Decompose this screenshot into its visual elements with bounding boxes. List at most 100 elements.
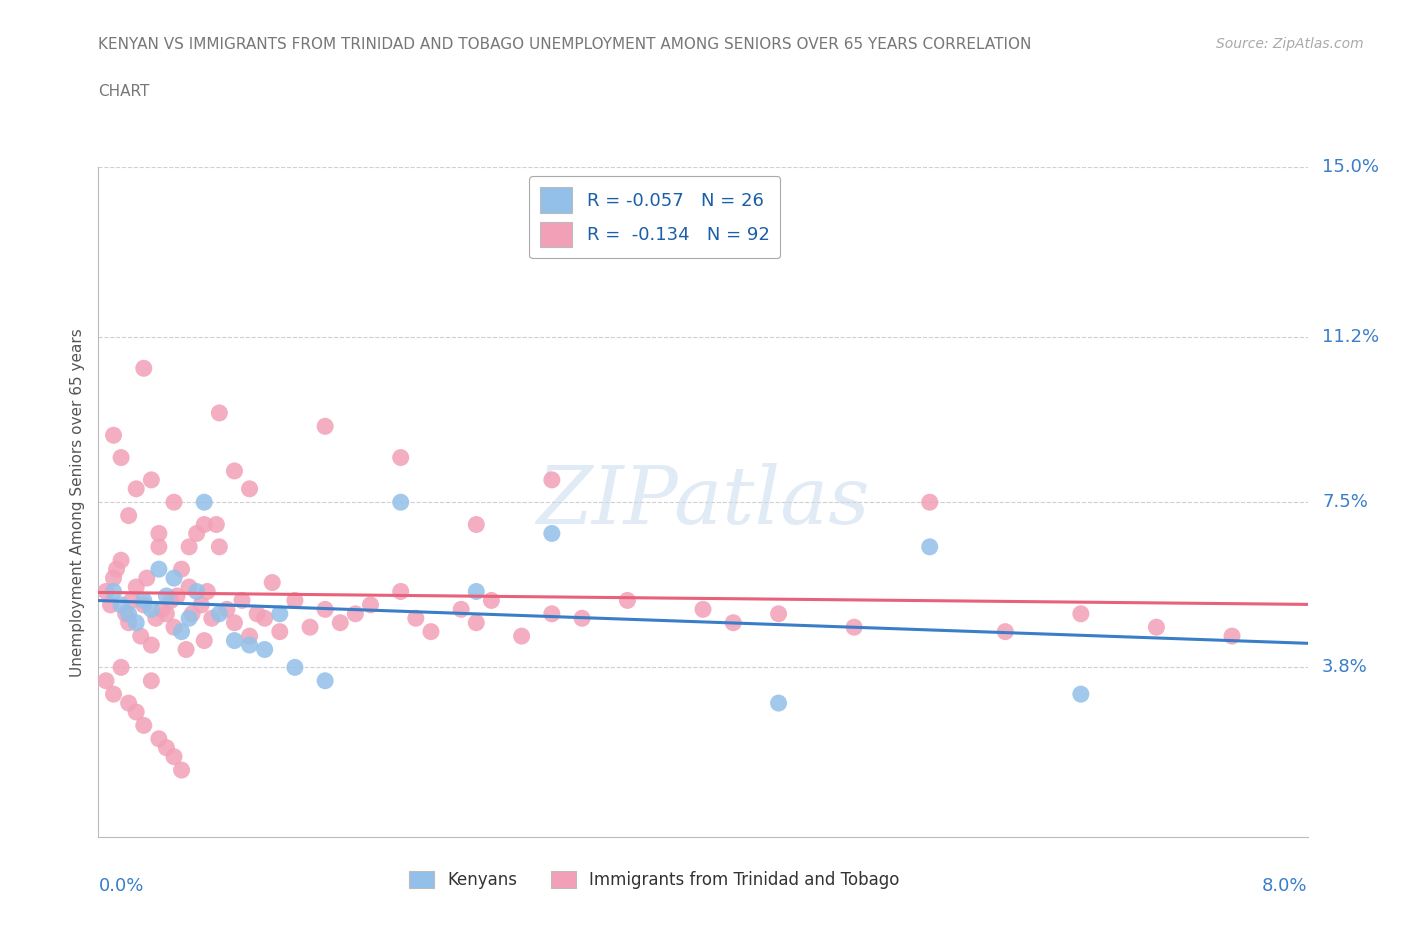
- Point: [269, 606, 291, 621]
- Text: 7.5%: 7.5%: [1322, 493, 1368, 512]
- Point: [141, 602, 163, 617]
- Text: KENYAN VS IMMIGRANTS FROM TRINIDAD AND TOBAGO UNEMPLOYMENT AMONG SENIORS OVER 65: KENYAN VS IMMIGRANTS FROM TRINIDAD AND T…: [98, 37, 1032, 52]
- Point: [193, 633, 215, 648]
- Point: [129, 629, 152, 644]
- Point: [103, 428, 125, 443]
- Point: [224, 616, 246, 631]
- Point: [110, 597, 132, 612]
- Point: [155, 606, 177, 621]
- Point: [148, 526, 170, 541]
- Point: [253, 642, 276, 657]
- Point: [105, 562, 128, 577]
- Point: [481, 593, 503, 608]
- Point: [145, 611, 167, 626]
- Point: [389, 495, 412, 510]
- Point: [125, 705, 148, 720]
- Point: [768, 606, 790, 621]
- Point: [118, 616, 141, 631]
- Point: [405, 611, 427, 626]
- Point: [239, 482, 262, 497]
- Y-axis label: Unemployment Among Seniors over 65 years: Unemployment Among Seniors over 65 years: [69, 328, 84, 677]
- Text: 0.0%: 0.0%: [98, 877, 143, 896]
- Point: [125, 482, 148, 497]
- Text: CHART: CHART: [98, 84, 150, 99]
- Point: [389, 584, 412, 599]
- Point: [208, 405, 231, 420]
- Point: [540, 606, 562, 621]
- Point: [994, 624, 1017, 639]
- Point: [132, 593, 155, 608]
- Text: Source: ZipAtlas.com: Source: ZipAtlas.com: [1216, 37, 1364, 51]
- Point: [103, 584, 125, 599]
- Legend: Kenyans, Immigrants from Trinidad and Tobago: Kenyans, Immigrants from Trinidad and To…: [402, 864, 907, 896]
- Point: [1220, 629, 1243, 644]
- Point: [208, 539, 231, 554]
- Point: [253, 611, 276, 626]
- Point: [141, 638, 163, 653]
- Point: [148, 539, 170, 554]
- Point: [166, 589, 188, 604]
- Point: [177, 579, 201, 594]
- Point: [201, 611, 224, 626]
- Point: [1144, 619, 1167, 634]
- Point: [132, 361, 155, 376]
- Point: [110, 660, 132, 675]
- Text: 15.0%: 15.0%: [1322, 158, 1379, 177]
- Point: [298, 619, 321, 634]
- Point: [284, 660, 307, 675]
- Point: [190, 597, 212, 612]
- Point: [465, 584, 488, 599]
- Point: [103, 686, 125, 701]
- Point: [231, 593, 253, 608]
- Point: [314, 602, 336, 617]
- Point: [246, 606, 269, 621]
- Point: [208, 606, 231, 621]
- Point: [118, 508, 141, 523]
- Point: [239, 638, 262, 653]
- Point: [160, 593, 183, 608]
- Point: [94, 673, 117, 688]
- Point: [844, 619, 866, 634]
- Point: [118, 696, 141, 711]
- Point: [360, 597, 382, 612]
- Point: [170, 763, 193, 777]
- Text: 8.0%: 8.0%: [1263, 877, 1308, 896]
- Text: 11.2%: 11.2%: [1322, 328, 1379, 346]
- Text: ZIPatlas: ZIPatlas: [536, 463, 870, 541]
- Point: [94, 584, 117, 599]
- Point: [177, 539, 201, 554]
- Point: [262, 575, 284, 590]
- Point: [163, 750, 186, 764]
- Point: [100, 597, 122, 612]
- Point: [155, 589, 177, 604]
- Point: [269, 624, 291, 639]
- Point: [540, 526, 562, 541]
- Point: [132, 718, 155, 733]
- Point: [135, 571, 157, 586]
- Point: [540, 472, 562, 487]
- Point: [918, 539, 941, 554]
- Point: [918, 495, 941, 510]
- Point: [465, 517, 488, 532]
- Point: [186, 584, 208, 599]
- Point: [1070, 686, 1092, 701]
- Point: [174, 642, 197, 657]
- Point: [692, 602, 714, 617]
- Text: 3.8%: 3.8%: [1322, 658, 1368, 676]
- Point: [510, 629, 533, 644]
- Point: [389, 450, 412, 465]
- Point: [163, 571, 186, 586]
- Point: [239, 629, 262, 644]
- Point: [224, 463, 246, 478]
- Point: [314, 673, 336, 688]
- Point: [723, 616, 745, 631]
- Point: [195, 584, 218, 599]
- Point: [132, 597, 155, 612]
- Point: [103, 571, 125, 586]
- Point: [571, 611, 593, 626]
- Point: [141, 472, 163, 487]
- Point: [420, 624, 443, 639]
- Point: [110, 450, 132, 465]
- Point: [186, 526, 208, 541]
- Point: [1070, 606, 1092, 621]
